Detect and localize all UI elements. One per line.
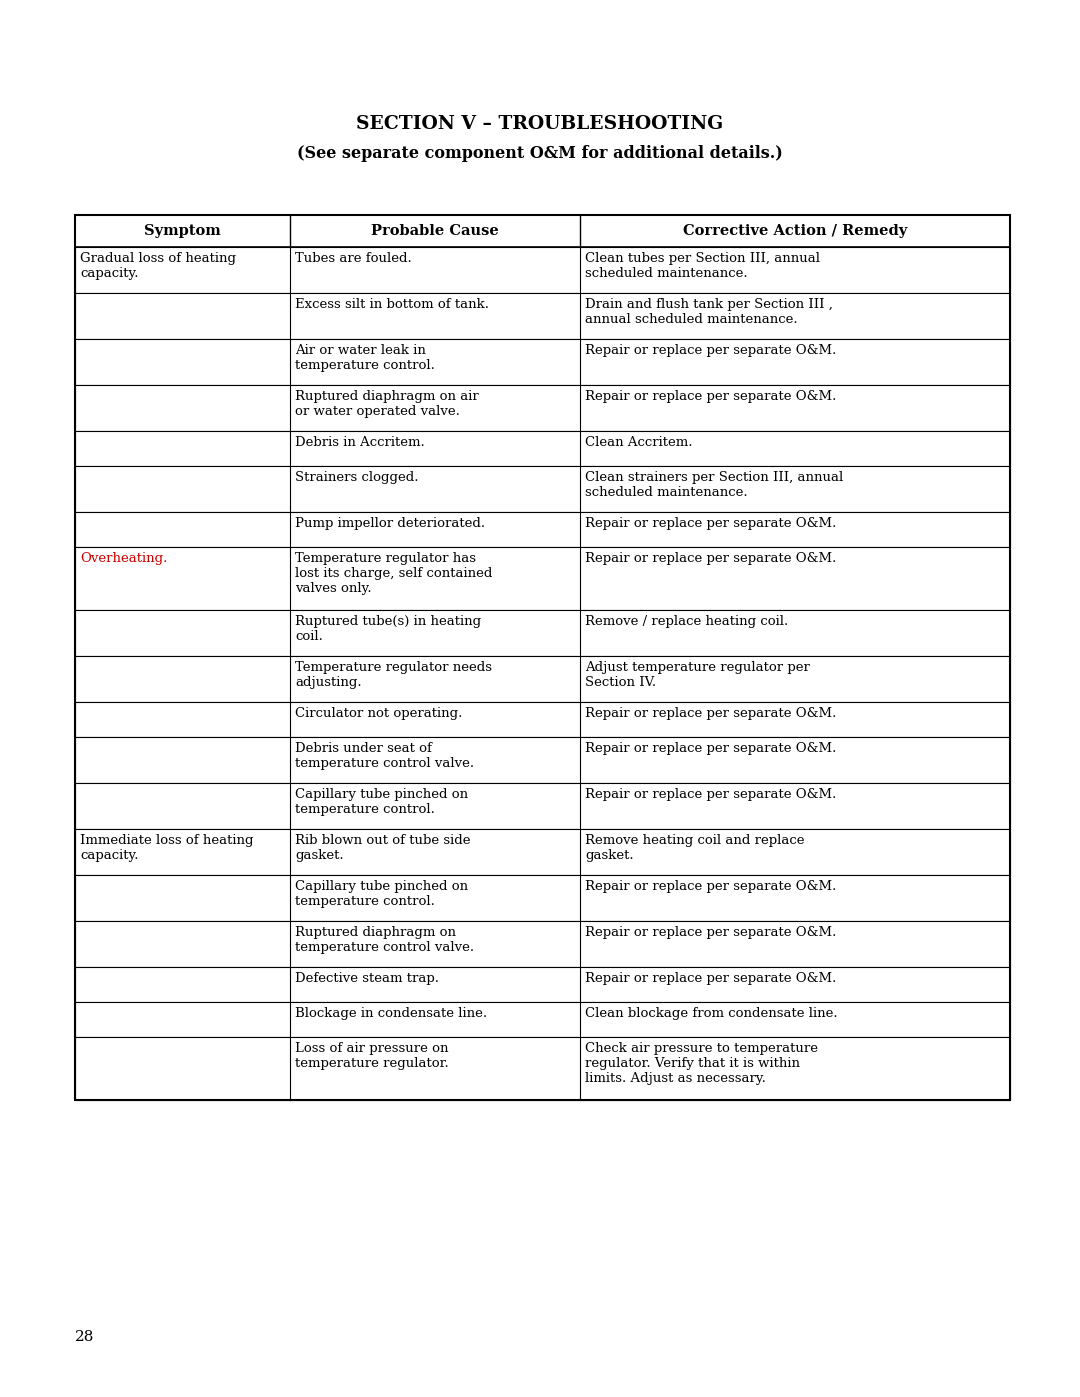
Text: Remove / replace heating coil.: Remove / replace heating coil. <box>585 615 788 629</box>
Text: Repair or replace per separate O&M.: Repair or replace per separate O&M. <box>585 344 836 358</box>
Text: Repair or replace per separate O&M.: Repair or replace per separate O&M. <box>585 552 836 564</box>
Text: Tubes are fouled.: Tubes are fouled. <box>295 251 411 265</box>
Text: Adjust temperature regulator per
Section IV.: Adjust temperature regulator per Section… <box>585 661 810 689</box>
Text: Clean blockage from condensate line.: Clean blockage from condensate line. <box>585 1007 838 1020</box>
Text: Blockage in condensate line.: Blockage in condensate line. <box>295 1007 487 1020</box>
Text: Overheating.: Overheating. <box>80 552 167 564</box>
Text: Repair or replace per separate O&M.: Repair or replace per separate O&M. <box>585 926 836 939</box>
Text: Ruptured diaphragm on air
or water operated valve.: Ruptured diaphragm on air or water opera… <box>295 390 478 418</box>
Bar <box>75 215 1010 1099</box>
Text: Corrective Action / Remedy: Corrective Action / Remedy <box>683 224 907 237</box>
Bar <box>75 339 1010 386</box>
Text: Repair or replace per separate O&M.: Repair or replace per separate O&M. <box>585 972 836 985</box>
Text: Probable Cause: Probable Cause <box>372 224 499 237</box>
Text: Capillary tube pinched on
temperature control.: Capillary tube pinched on temperature co… <box>295 788 468 816</box>
Text: Clean Accritem.: Clean Accritem. <box>585 436 692 448</box>
Bar <box>75 386 1010 432</box>
Bar <box>75 875 1010 921</box>
Bar <box>75 1037 1010 1099</box>
Text: Rib blown out of tube side
gasket.: Rib blown out of tube side gasket. <box>295 834 471 862</box>
Text: Gradual loss of heating
capacity.: Gradual loss of heating capacity. <box>80 251 237 279</box>
Text: Check air pressure to temperature
regulator. Verify that it is within
limits. Ad: Check air pressure to temperature regula… <box>585 1042 818 1084</box>
Text: Repair or replace per separate O&M.: Repair or replace per separate O&M. <box>585 880 836 893</box>
Text: (See separate component O&M for additional details.): (See separate component O&M for addition… <box>297 145 783 162</box>
Text: Remove heating coil and replace
gasket.: Remove heating coil and replace gasket. <box>585 834 805 862</box>
Text: Drain and flush tank per Section III ,
annual scheduled maintenance.: Drain and flush tank per Section III , a… <box>585 298 833 326</box>
Text: Temperature regulator has
lost its charge, self contained
valves only.: Temperature regulator has lost its charg… <box>295 552 492 595</box>
Text: Debris in Accritem.: Debris in Accritem. <box>295 436 424 448</box>
Text: Ruptured tube(s) in heating
coil.: Ruptured tube(s) in heating coil. <box>295 615 481 643</box>
Text: Repair or replace per separate O&M.: Repair or replace per separate O&M. <box>585 390 836 404</box>
Bar <box>75 657 1010 703</box>
Bar <box>75 1002 1010 1037</box>
Bar <box>75 703 1010 736</box>
Bar <box>75 828 1010 875</box>
Text: Circulator not operating.: Circulator not operating. <box>295 707 462 719</box>
Bar <box>75 465 1010 511</box>
Text: Repair or replace per separate O&M.: Repair or replace per separate O&M. <box>585 707 836 719</box>
Bar <box>75 247 1010 293</box>
Text: Repair or replace per separate O&M.: Repair or replace per separate O&M. <box>585 517 836 529</box>
Text: Defective steam trap.: Defective steam trap. <box>295 972 438 985</box>
Bar <box>75 782 1010 828</box>
Text: Pump impellor deteriorated.: Pump impellor deteriorated. <box>295 517 485 529</box>
Text: Clean strainers per Section III, annual
scheduled maintenance.: Clean strainers per Section III, annual … <box>585 471 843 499</box>
Text: Immediate loss of heating
capacity.: Immediate loss of heating capacity. <box>80 834 254 862</box>
Text: Ruptured diaphragm on
temperature control valve.: Ruptured diaphragm on temperature contro… <box>295 926 474 954</box>
Bar <box>75 511 1010 546</box>
Bar <box>75 215 1010 247</box>
Text: Temperature regulator needs
adjusting.: Temperature regulator needs adjusting. <box>295 661 492 689</box>
Text: Repair or replace per separate O&M.: Repair or replace per separate O&M. <box>585 742 836 754</box>
Text: Debris under seat of
temperature control valve.: Debris under seat of temperature control… <box>295 742 474 770</box>
Text: Symptom: Symptom <box>144 224 221 237</box>
Bar <box>75 610 1010 657</box>
Text: Strainers clogged.: Strainers clogged. <box>295 471 419 483</box>
Text: Air or water leak in
temperature control.: Air or water leak in temperature control… <box>295 344 435 372</box>
Text: Capillary tube pinched on
temperature control.: Capillary tube pinched on temperature co… <box>295 880 468 908</box>
Bar <box>75 921 1010 967</box>
Text: SECTION V – TROUBLESHOOTING: SECTION V – TROUBLESHOOTING <box>356 115 724 133</box>
Text: Excess silt in bottom of tank.: Excess silt in bottom of tank. <box>295 298 489 312</box>
Bar <box>75 293 1010 339</box>
Text: Repair or replace per separate O&M.: Repair or replace per separate O&M. <box>585 788 836 800</box>
Bar <box>75 967 1010 1002</box>
Bar <box>75 546 1010 610</box>
Bar <box>75 736 1010 782</box>
Text: 28: 28 <box>75 1330 94 1344</box>
Text: Loss of air pressure on
temperature regulator.: Loss of air pressure on temperature regu… <box>295 1042 449 1070</box>
Bar <box>75 432 1010 465</box>
Text: Clean tubes per Section III, annual
scheduled maintenance.: Clean tubes per Section III, annual sche… <box>585 251 820 279</box>
